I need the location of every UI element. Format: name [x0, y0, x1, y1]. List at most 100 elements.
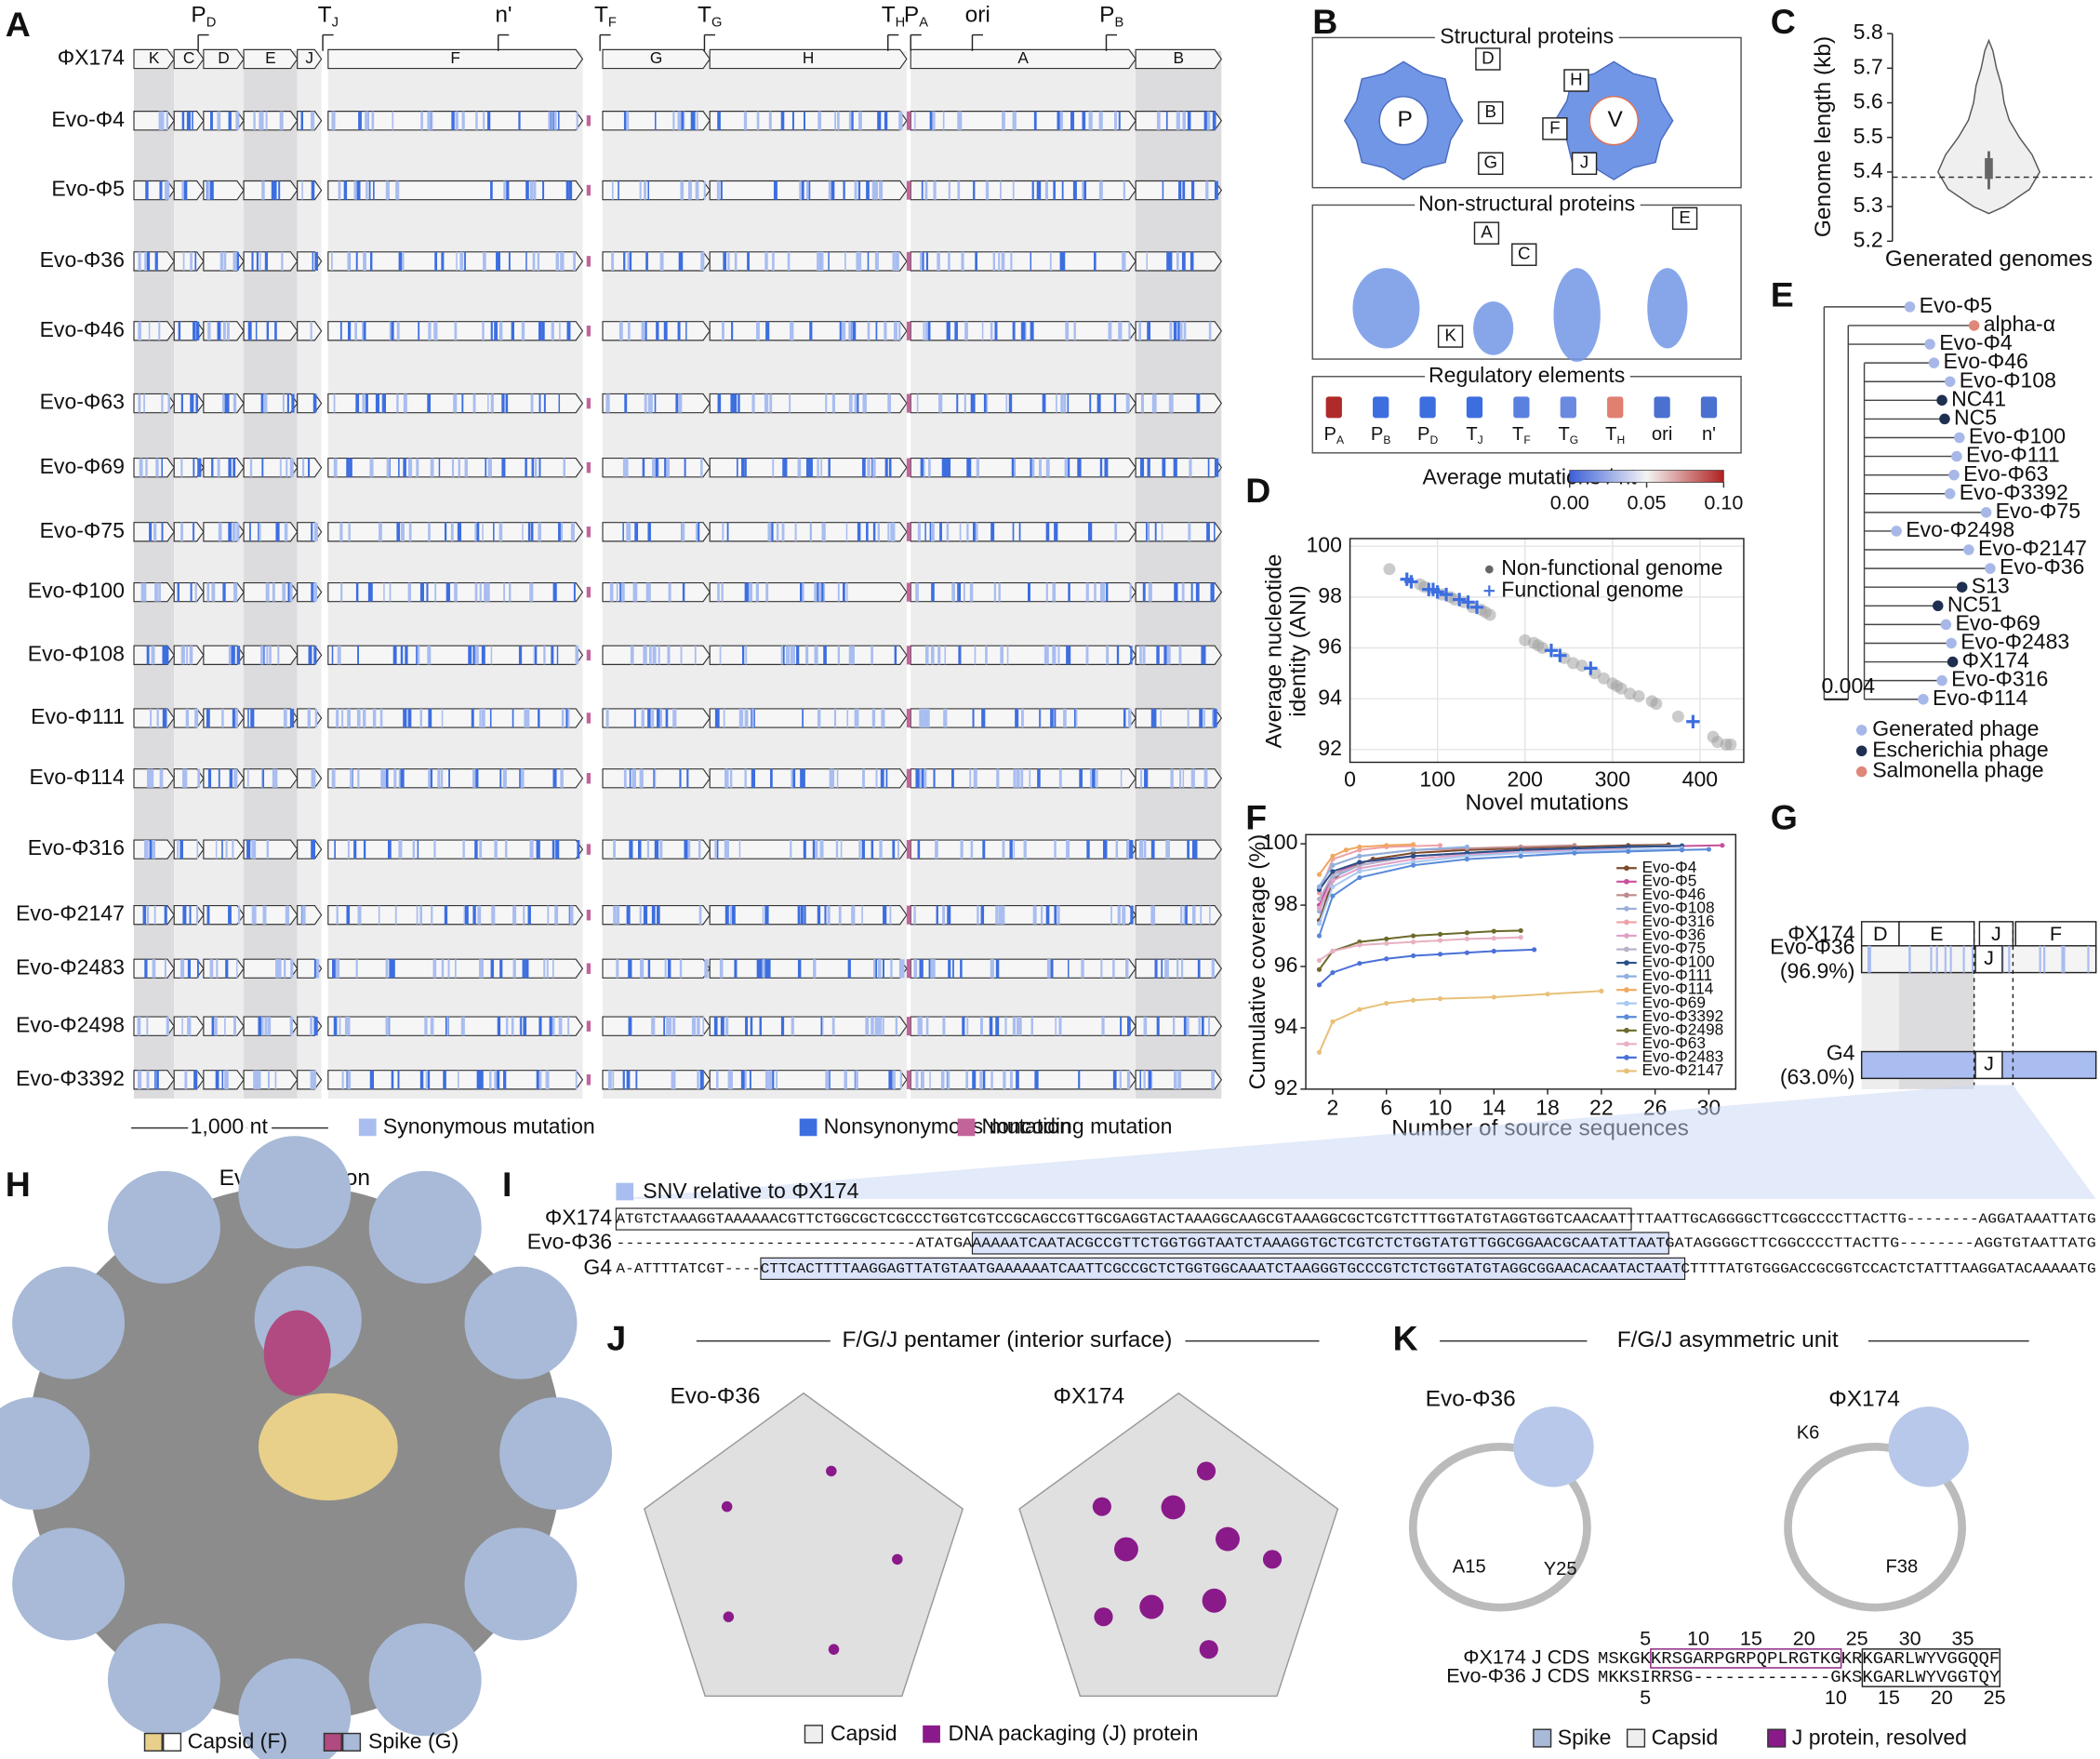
point	[1357, 853, 1362, 859]
gene-box	[709, 1070, 908, 1090]
mutation-stripe	[1063, 251, 1066, 271]
mutation-stripe	[311, 582, 313, 602]
element-label-main: T	[318, 3, 332, 28]
point	[1626, 848, 1631, 854]
mutation-stripe	[1123, 251, 1126, 271]
mutation-stripe	[702, 1017, 705, 1036]
mutation-stripe	[990, 321, 993, 340]
mutation-stripe	[498, 321, 503, 340]
mutation-stripe	[1122, 251, 1125, 271]
mutation-stripe	[1054, 522, 1058, 541]
mutation-stripe	[862, 393, 867, 413]
point	[1439, 587, 1454, 602]
noncoding-mutation	[586, 256, 591, 267]
mutation-stripe	[976, 458, 979, 477]
sequence: ATGTCTAAAGGTAAAAAACGTTCTGGCGCTCGCCCTGGTC…	[616, 1211, 2095, 1228]
mutation-stripe	[927, 321, 931, 340]
mutation-stripe	[862, 458, 866, 477]
mutation-stripe	[437, 768, 441, 788]
mutation-stripe	[871, 708, 876, 728]
mutation-stripe	[428, 708, 432, 728]
mutation-stripe	[1194, 840, 1198, 860]
mutation-stripe	[511, 321, 514, 340]
gene-label: J	[305, 48, 313, 67]
legend-marker	[1624, 1055, 1629, 1060]
x-tick-label: 10	[1429, 1096, 1453, 1120]
mutation-stripe	[1176, 111, 1180, 130]
mutation-stripe	[740, 1070, 745, 1089]
mutation-stripe	[398, 251, 402, 271]
mutation-stripe	[861, 840, 865, 860]
mutation-stripe	[741, 458, 745, 477]
mutation-stripe	[862, 768, 865, 788]
noncoding-mutation	[906, 905, 911, 925]
mutation-stripe	[773, 180, 778, 200]
mutation-stripe	[218, 768, 220, 788]
mutation-stripe	[1039, 708, 1041, 728]
gene-box	[203, 839, 245, 860]
mutation-stripe	[396, 321, 400, 340]
gene-box	[602, 522, 711, 542]
mutation-stripe	[1153, 393, 1155, 413]
mutation-stripe	[964, 321, 968, 340]
mutation-stripe	[373, 180, 375, 200]
gene-label: H	[803, 48, 814, 67]
mutation-stripe	[1027, 582, 1030, 602]
legend-marker	[1624, 987, 1629, 993]
mutation-stripe	[1023, 840, 1027, 860]
mutation-stripe	[407, 708, 412, 728]
mutation-stripe	[228, 646, 233, 665]
mutation-stripe	[556, 905, 559, 925]
mutation-stripe	[1130, 646, 1133, 665]
mutation-stripe	[433, 840, 436, 860]
genome-label: Evo-Φ100	[28, 579, 125, 603]
y-tick-label: 94	[1318, 685, 1342, 709]
mutation-stripe	[836, 768, 839, 788]
mutation-stripe	[1935, 945, 1938, 973]
point	[1357, 874, 1362, 881]
mutation-stripe	[552, 840, 555, 860]
mutation-stripe	[221, 1070, 224, 1089]
mutation-stripe	[529, 840, 534, 860]
mutation-stripe	[472, 905, 476, 925]
mutation-stripe	[477, 905, 482, 925]
mutation-stripe	[195, 321, 200, 340]
mutation-stripe	[1043, 646, 1048, 665]
mutation-stripe	[281, 251, 284, 271]
mutation-stripe	[682, 582, 685, 602]
mutation-stripe	[804, 905, 806, 925]
mutation-stripe	[193, 522, 194, 541]
tree-leaf	[1891, 526, 1902, 537]
gene-box	[1135, 581, 1223, 603]
mutation-stripe	[1021, 321, 1026, 340]
gene-box	[327, 48, 584, 70]
protein-structure	[1647, 268, 1688, 349]
mutation-stripe	[817, 905, 821, 925]
mutation-stripe	[236, 522, 240, 541]
mutation-stripe	[1930, 945, 1933, 973]
mutation-stripe	[472, 646, 475, 665]
mutation-stripe	[1059, 111, 1063, 130]
mutation-stripe	[388, 840, 392, 860]
sequence-name: ΦX174	[545, 1206, 612, 1230]
mutation-stripe	[1206, 522, 1210, 541]
mutation-stripe	[726, 522, 729, 541]
mutation-stripe	[454, 321, 458, 340]
callout-box	[1478, 152, 1504, 176]
mutation-stripe	[1190, 180, 1193, 200]
mutation-stripe	[969, 768, 972, 788]
mutation-stripe	[1173, 1070, 1177, 1089]
mutation-stripe	[1006, 646, 1009, 665]
mutation-stripe	[1037, 180, 1042, 200]
mutation-stripe	[814, 582, 817, 602]
mutation-stripe	[225, 840, 228, 860]
mutation-stripe	[626, 111, 630, 130]
legend-marker	[1855, 725, 1867, 736]
mutation-stripe	[852, 321, 857, 340]
mutation-stripe	[744, 708, 749, 728]
mutation-stripe	[1949, 945, 1952, 973]
mutation-stripe	[146, 251, 151, 271]
mutation-stripe	[625, 458, 629, 477]
gene-box	[243, 958, 299, 979]
mutation-stripe	[1176, 959, 1179, 979]
